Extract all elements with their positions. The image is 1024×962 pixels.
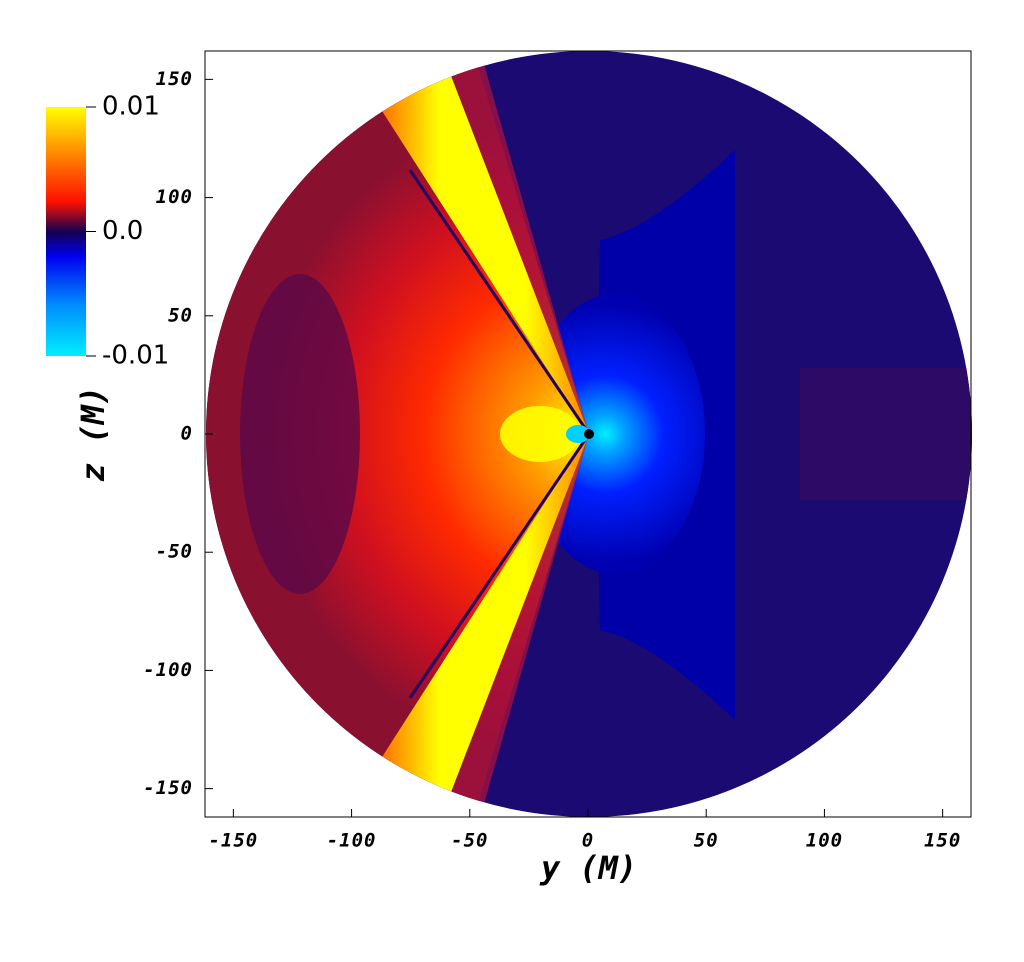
colorbar-tick-label: 0.0 <box>102 216 143 246</box>
x-tick-label: 100 <box>806 830 843 852</box>
x-tick-label: 150 <box>924 830 961 852</box>
x-tick-label: -100 <box>327 830 377 852</box>
y-axis-label: z (M) <box>74 386 112 482</box>
y-tick-label: -150 <box>143 777 193 799</box>
x-tick-label: -150 <box>208 830 258 852</box>
colorbar-tick-label: -0.01 <box>102 341 169 371</box>
y-tick-label: 150 <box>156 68 193 90</box>
y-tick-label: 100 <box>156 186 193 208</box>
y-tick-label: 50 <box>168 304 193 326</box>
colorbar <box>46 107 86 356</box>
x-tick-label: 50 <box>694 830 719 852</box>
x-tick-label: -50 <box>451 830 488 852</box>
y-tick-label: -50 <box>156 541 193 563</box>
colorbar-tick-label: 0.01 <box>102 92 160 122</box>
y-tick-label: 0 <box>181 423 193 445</box>
x-tick-label: 0 <box>582 830 594 852</box>
x-axis-label: y (M) <box>539 849 637 887</box>
y-tick-label: -100 <box>143 659 193 681</box>
field <box>206 51 972 817</box>
